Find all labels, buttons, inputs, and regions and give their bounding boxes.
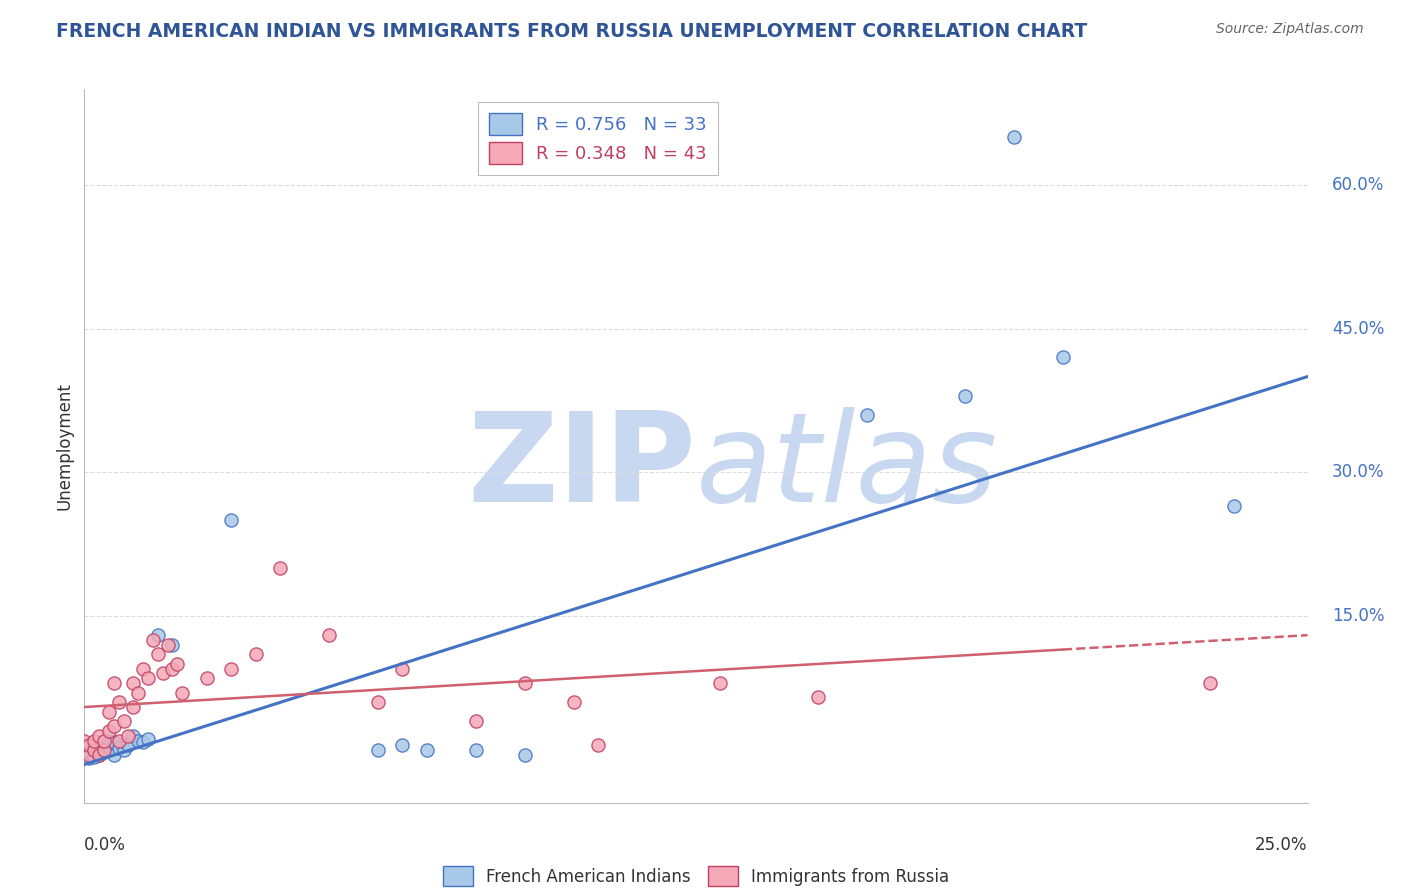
Point xyxy=(83,743,105,757)
Point xyxy=(103,676,125,690)
Text: Source: ZipAtlas.com: Source: ZipAtlas.com xyxy=(1216,22,1364,37)
Text: ZIP: ZIP xyxy=(467,407,696,528)
Point xyxy=(132,735,155,749)
Text: FRENCH AMERICAN INDIAN VS IMMIGRANTS FROM RUSSIA UNEMPLOYMENT CORRELATION CHART: FRENCH AMERICAN INDIAN VS IMMIGRANTS FRO… xyxy=(56,22,1087,41)
Point xyxy=(112,714,135,729)
Point xyxy=(953,389,976,403)
Point xyxy=(367,695,389,709)
Point xyxy=(107,695,129,709)
Text: atlas: atlas xyxy=(696,407,998,528)
Point xyxy=(127,686,149,700)
Point xyxy=(103,735,125,749)
Point xyxy=(195,671,218,685)
Point xyxy=(112,743,135,757)
Point xyxy=(807,690,830,705)
Point xyxy=(245,648,267,662)
Point xyxy=(122,676,145,690)
Point xyxy=(513,676,536,690)
Point xyxy=(87,741,110,756)
Point xyxy=(97,743,120,757)
Point xyxy=(103,747,125,762)
Point xyxy=(107,733,129,747)
Point xyxy=(77,745,100,759)
Point xyxy=(136,731,159,746)
Point xyxy=(97,733,120,747)
Point xyxy=(162,638,184,652)
Point xyxy=(146,648,169,662)
Text: 15.0%: 15.0% xyxy=(1331,607,1385,625)
Point xyxy=(77,747,100,762)
Point xyxy=(152,666,174,681)
Point xyxy=(107,741,129,756)
Point xyxy=(87,747,110,762)
Point xyxy=(367,743,389,757)
Point xyxy=(83,743,105,757)
Point xyxy=(97,723,120,738)
Point xyxy=(416,743,439,757)
Point xyxy=(1052,351,1074,365)
Point xyxy=(856,408,879,422)
Point xyxy=(73,733,96,747)
Point xyxy=(391,739,413,753)
Point xyxy=(87,729,110,743)
Point xyxy=(586,739,609,753)
Point xyxy=(219,662,242,676)
Point xyxy=(166,657,188,671)
Y-axis label: Unemployment: Unemployment xyxy=(55,382,73,510)
Point xyxy=(172,686,194,700)
Text: 0.0%: 0.0% xyxy=(84,837,127,855)
Point xyxy=(219,513,242,527)
Point xyxy=(87,747,110,762)
Text: 60.0%: 60.0% xyxy=(1331,176,1385,194)
Point xyxy=(1198,676,1220,690)
Point xyxy=(562,695,585,709)
Text: 25.0%: 25.0% xyxy=(1256,837,1308,855)
Point xyxy=(132,662,155,676)
Point xyxy=(73,747,96,762)
Point xyxy=(127,733,149,747)
Point xyxy=(83,749,105,764)
Text: 30.0%: 30.0% xyxy=(1331,463,1385,482)
Legend: French American Indians, Immigrants from Russia: French American Indians, Immigrants from… xyxy=(434,857,957,892)
Point xyxy=(1223,499,1246,513)
Point xyxy=(77,751,100,765)
Point xyxy=(117,739,139,753)
Point xyxy=(464,714,486,729)
Point xyxy=(156,638,179,652)
Point xyxy=(513,747,536,762)
Point xyxy=(391,662,413,676)
Point xyxy=(93,733,115,747)
Text: 45.0%: 45.0% xyxy=(1331,319,1385,338)
Point xyxy=(1002,130,1025,145)
Point xyxy=(93,739,115,753)
Point xyxy=(318,628,340,642)
Point xyxy=(146,628,169,642)
Point xyxy=(117,729,139,743)
Point xyxy=(83,733,105,747)
Point xyxy=(464,743,486,757)
Point xyxy=(136,671,159,685)
Point xyxy=(162,662,184,676)
Point xyxy=(77,739,100,753)
Point xyxy=(269,561,291,575)
Point xyxy=(93,743,115,757)
Point xyxy=(97,705,120,719)
Point xyxy=(93,745,115,759)
Point xyxy=(709,676,731,690)
Point xyxy=(103,719,125,733)
Point xyxy=(122,700,145,714)
Point xyxy=(142,632,165,647)
Point xyxy=(122,729,145,743)
